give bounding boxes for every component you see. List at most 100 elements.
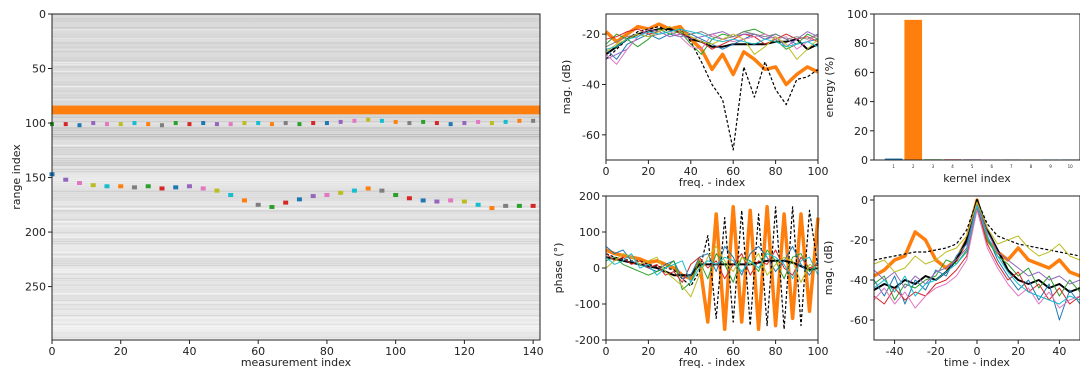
- texture-stripe: [52, 142, 540, 144]
- texture-stripe: [52, 221, 540, 223]
- upper-pick-point: [476, 119, 481, 124]
- texture-stripe: [52, 201, 540, 203]
- texture-stripe: [52, 286, 540, 288]
- texture-stripe: [52, 24, 540, 27]
- texture-stripe: [52, 57, 540, 59]
- texture-stripe: [52, 101, 540, 103]
- series-line-olive: [605, 245, 819, 298]
- texture-stripe: [52, 46, 540, 49]
- texture-stripe: [52, 162, 540, 164]
- reflector-pick-point: [448, 198, 454, 203]
- texture-stripe: [52, 72, 540, 75]
- texture-stripe: [52, 120, 540, 123]
- texture-stripe: [52, 312, 540, 315]
- texture-stripe: [52, 251, 540, 253]
- texture-stripe: [52, 68, 540, 70]
- texture-stripe: [52, 330, 540, 332]
- texture-stripe: [52, 208, 540, 210]
- energy-axes: 0 20 40 60 80 100 1 2 3 4 5 6 7 8 9 10: [847, 8, 1073, 169]
- texture-stripe: [52, 181, 540, 184]
- texture-stripe: [52, 123, 540, 125]
- texture-stripe: [52, 293, 540, 295]
- upper-pick-point: [462, 121, 467, 126]
- texture-stripe: [52, 153, 540, 155]
- x-tick-label: 0: [603, 345, 610, 358]
- texture-stripe: [52, 321, 540, 323]
- x-tick-label: 0: [49, 345, 56, 358]
- reflector-pick-point: [530, 203, 536, 208]
- texture-stripe: [52, 266, 540, 269]
- texture-stripe: [52, 210, 540, 212]
- texture-stripe: [52, 269, 540, 271]
- upper-pick-point: [173, 121, 178, 126]
- x-tick-label: 40: [684, 345, 698, 358]
- texture-stripe: [52, 258, 540, 260]
- reflector-pick-point: [145, 184, 151, 189]
- y-tick-label: 150: [25, 172, 46, 185]
- upper-pick-point: [297, 122, 302, 127]
- texture-stripe: [52, 94, 540, 96]
- texture-stripe: [52, 70, 540, 72]
- texture-stripe: [52, 136, 540, 138]
- texture-stripe: [52, 232, 540, 234]
- y-tick-label: -200: [575, 334, 600, 347]
- reflector-pick-point: [461, 199, 467, 204]
- x-tick-label: 40: [684, 165, 698, 178]
- texture-stripe: [52, 166, 540, 168]
- texture-stripe: [52, 184, 540, 186]
- x-tick-label: -40: [886, 345, 904, 358]
- texture-stripe: [52, 216, 540, 219]
- texture-stripe: [52, 238, 540, 240]
- radargram-panel: 0 20 40 60 80 100 120 140 0 50 100 150 200 250 measur…: [10, 8, 544, 369]
- texture-stripe: [52, 85, 540, 88]
- x-tick-label: 20: [1011, 345, 1025, 358]
- upper-pick-point: [214, 122, 219, 127]
- reflector-pick-point: [365, 186, 371, 191]
- texture-stripe: [52, 129, 540, 131]
- texture-stripe: [52, 48, 540, 51]
- x-tick-label: 100: [808, 345, 829, 358]
- texture-stripe: [52, 288, 540, 291]
- bar-kernel-1: [884, 158, 903, 160]
- phase-axes: 0 20 40 60 80 100 -200 -100 0 100 200: [575, 190, 828, 358]
- phase-ylabel: phase (°): [552, 243, 565, 294]
- texture-stripe: [52, 160, 540, 162]
- texture-stripe: [52, 79, 540, 81]
- x-tick-label: 60: [726, 345, 740, 358]
- texture-stripe: [52, 253, 540, 256]
- texture-stripe: [52, 133, 540, 136]
- reflector-pick-point: [475, 202, 481, 207]
- upper-pick-point: [104, 122, 109, 127]
- texture-stripe: [52, 155, 540, 158]
- y-tick-label: 200: [579, 190, 600, 203]
- x-tick-label: 20: [641, 165, 655, 178]
- texture-stripe: [52, 314, 540, 317]
- reflector-pick-point: [76, 180, 82, 185]
- radargram-marks: [49, 105, 540, 211]
- upper-pick-point: [421, 119, 426, 124]
- x-tick-label: 100: [808, 165, 829, 178]
- upper-pick-point: [228, 122, 233, 127]
- reflector-pick-point: [434, 199, 440, 204]
- texture-stripe: [52, 190, 540, 192]
- series-line-purple: [873, 203, 1080, 289]
- texture-stripe: [52, 92, 540, 94]
- texture-stripe: [52, 319, 540, 321]
- upper-pick-point: [393, 119, 398, 124]
- series-line-blue: [873, 203, 1080, 321]
- energy-xlabel: kernel index: [943, 172, 1011, 185]
- x-tick-label: 9: [1049, 164, 1052, 169]
- x-tick-label: 5: [971, 164, 974, 169]
- texture-stripe: [52, 175, 540, 177]
- magnitude-xlabel: freq. - index: [679, 176, 746, 189]
- y-tick-label: -60: [850, 314, 868, 327]
- texture-stripe: [52, 205, 540, 208]
- texture-stripe: [52, 118, 540, 120]
- series-line-pink: [873, 209, 1080, 309]
- texture-stripe: [52, 295, 540, 297]
- texture-stripe: [52, 20, 540, 22]
- x-tick-label: 4: [951, 164, 954, 169]
- texture-stripe: [52, 271, 540, 273]
- upper-pick-point: [132, 121, 137, 126]
- texture-stripe: [52, 138, 540, 140]
